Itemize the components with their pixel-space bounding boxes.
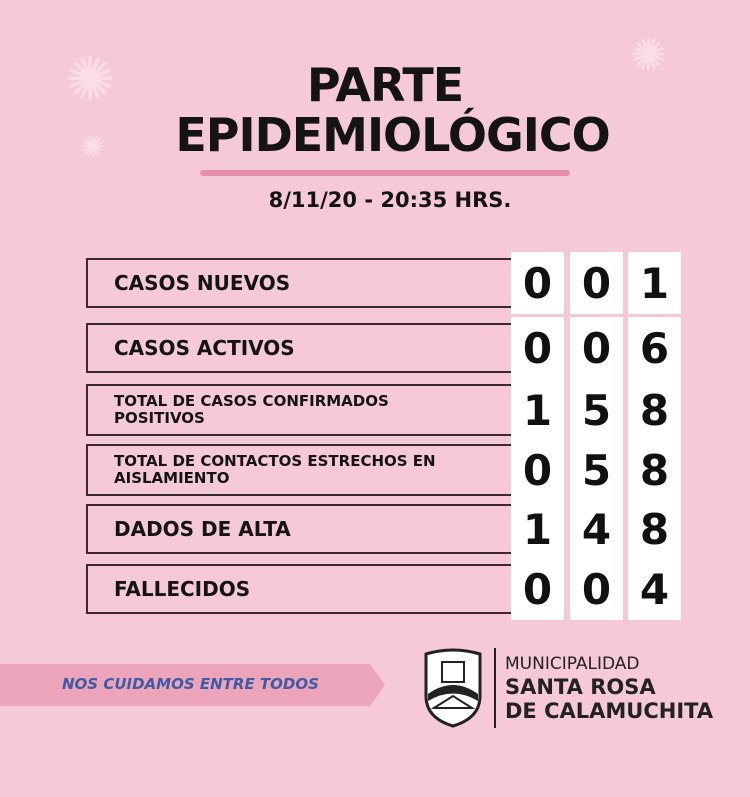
stat-row-label: DADOS DE ALTA: [86, 504, 511, 554]
digit-tile: 8: [628, 379, 681, 441]
digit-tile: 5: [570, 379, 623, 441]
report-date: 8/11/20 - 20:35 HRS.: [268, 188, 512, 212]
logo-divider: [494, 648, 496, 728]
stat-row-label: TOTAL DE CONTACTOS ESTRECHOS EN AISLAMIE…: [86, 444, 511, 496]
municipality-line-1: MUNICIPALIDAD: [505, 654, 640, 674]
virus-icon: ✺: [80, 130, 106, 165]
digit-tile: 0: [511, 252, 564, 314]
digit-tile: 5: [570, 439, 623, 501]
stat-row-label: CASOS NUEVOS: [86, 258, 511, 308]
title-underline: [200, 170, 570, 176]
municipality-line-3: DE CALAMUCHITA: [505, 699, 714, 723]
stat-row-label: FALLECIDOS: [86, 564, 511, 614]
digit-tile: 8: [628, 498, 681, 560]
municipal-crest-logo: [424, 648, 482, 728]
slogan-banner: [0, 664, 385, 706]
digit-tile: 0: [511, 439, 564, 501]
virus-icon: ✺: [65, 45, 116, 115]
digit-tile: 1: [511, 379, 564, 441]
slogan-text: NOS CUIDAMOS ENTRE TODOS: [62, 675, 319, 693]
digit-tile: 1: [511, 498, 564, 560]
digit-tile: 0: [511, 317, 564, 379]
digit-tile: 0: [511, 558, 564, 620]
digit-tile: 4: [628, 558, 681, 620]
digit-tile: 8: [628, 439, 681, 501]
virus-icon: ✺: [630, 30, 667, 81]
stat-row-label: CASOS ACTIVOS: [86, 323, 511, 373]
digit-tile: 6: [628, 317, 681, 379]
title-line-1: PARTE: [306, 58, 464, 112]
stat-row-label: TOTAL DE CASOS CONFIRMADOS POSITIVOS: [86, 384, 511, 436]
title-line-2: EPIDEMIOLÓGICO: [175, 108, 610, 162]
digit-tile: 4: [570, 498, 623, 560]
municipality-line-2: SANTA ROSA: [505, 675, 656, 699]
digit-tile: 1: [628, 252, 681, 314]
digit-tile: 0: [570, 252, 623, 314]
digit-tile: 0: [570, 317, 623, 379]
digit-tile: 0: [570, 558, 623, 620]
